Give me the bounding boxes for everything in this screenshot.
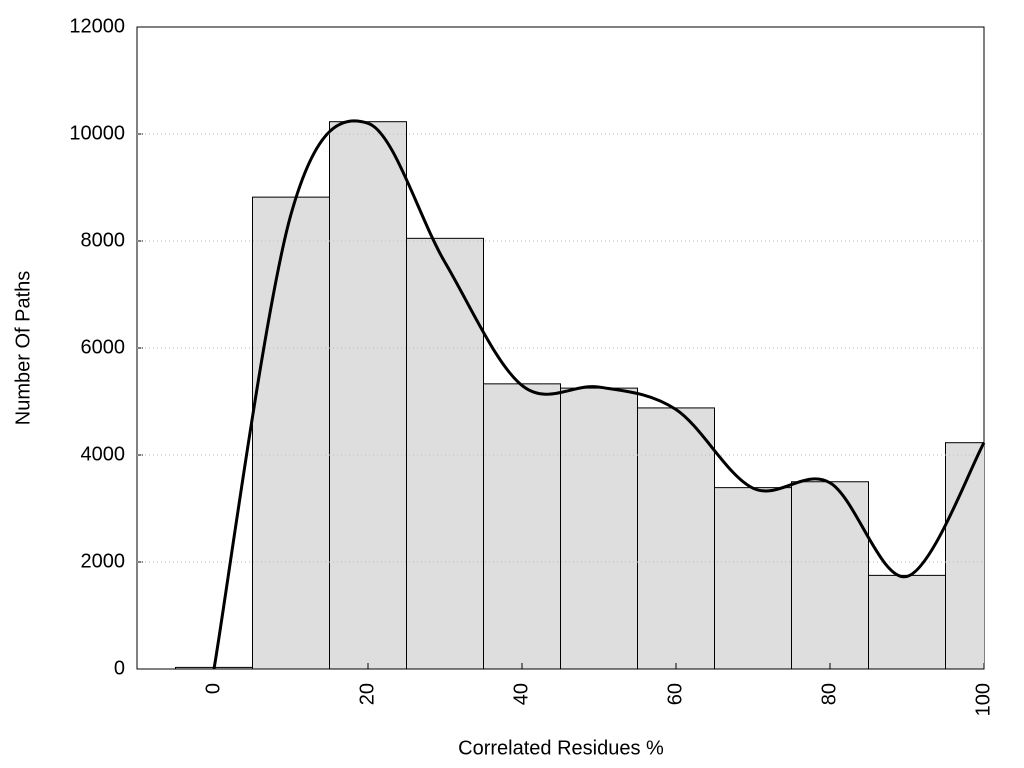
bar (406, 237, 484, 669)
y-tick-label: 10000 (69, 122, 125, 144)
bar (483, 383, 561, 669)
bars (175, 121, 984, 669)
bar (714, 487, 792, 669)
x-tick-label: 60 (664, 683, 686, 705)
bar (560, 387, 638, 669)
bar (945, 442, 984, 669)
bar (329, 121, 407, 669)
x-tick-label: 20 (356, 683, 378, 705)
y-tick-label: 2000 (81, 550, 126, 572)
x-tick-label: 100 (972, 683, 994, 716)
x-tick-label: 0 (202, 683, 224, 694)
y-tick-label: 8000 (81, 229, 126, 251)
x-tick-label: 80 (818, 683, 840, 705)
bar (791, 481, 869, 669)
y-tick-label: 0 (114, 657, 125, 679)
bar (868, 574, 946, 669)
y-tick-label: 12000 (69, 15, 125, 37)
y-tick-label: 6000 (81, 336, 126, 358)
bar (637, 407, 715, 669)
y-axis-label: Number Of Paths (12, 271, 34, 426)
bar (252, 196, 330, 669)
y-tick-label: 4000 (81, 443, 126, 465)
x-tick-label: 40 (510, 683, 532, 705)
smooth-line (212, 119, 986, 670)
x-axis-label: Correlated Residues % (458, 737, 664, 759)
